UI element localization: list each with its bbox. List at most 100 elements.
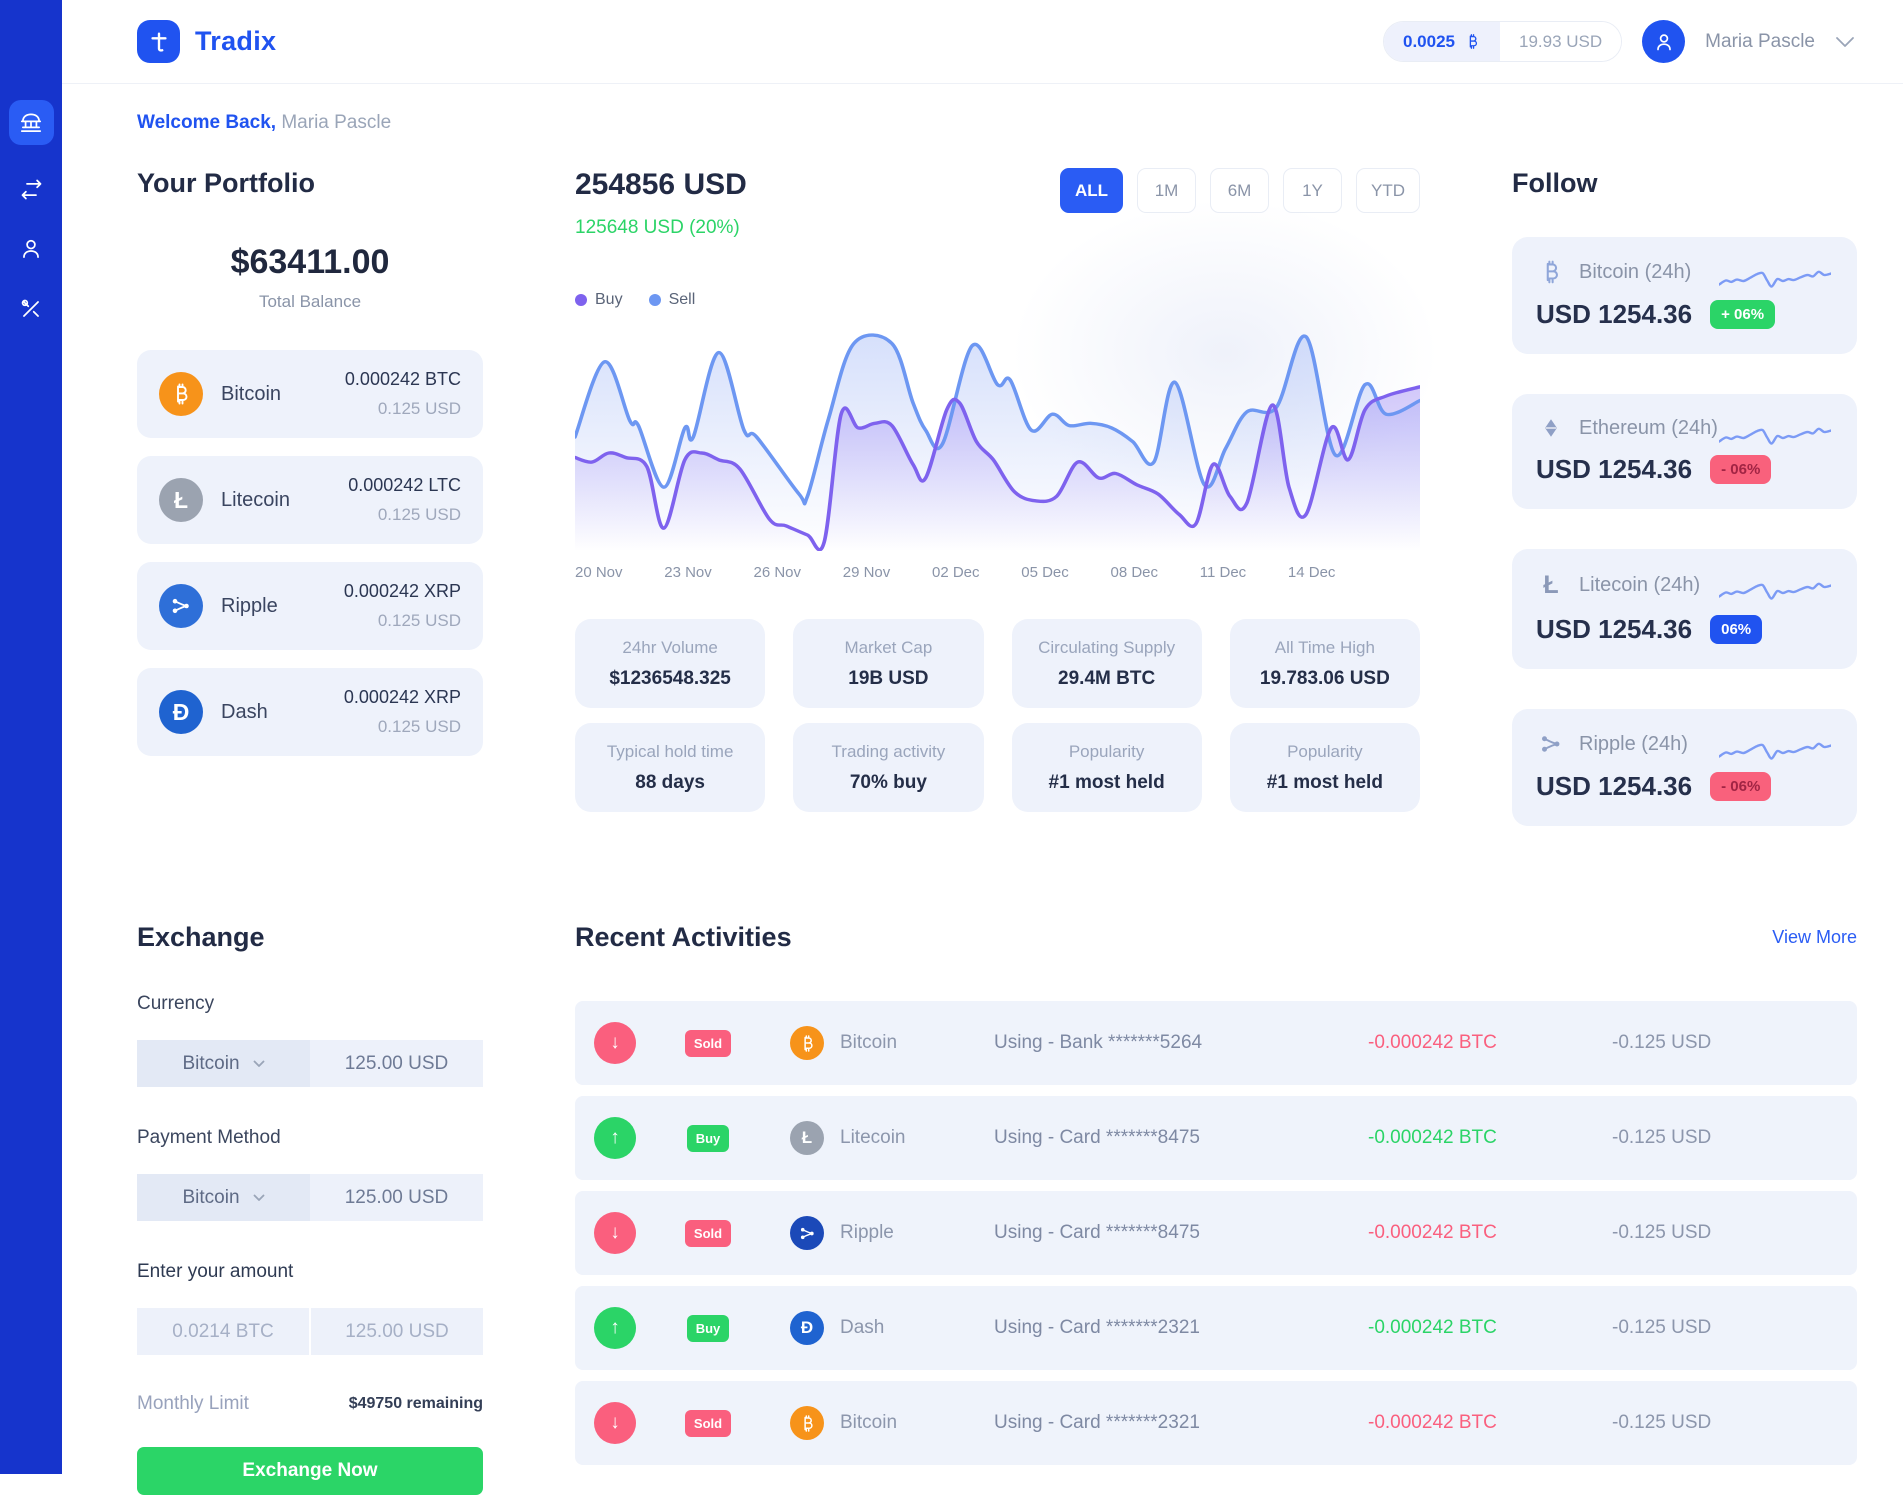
user-name[interactable]: Maria Pascle: [1705, 30, 1815, 52]
top-header: Tradix 0.0025 19.93 USD Maria Pascle: [62, 0, 1903, 84]
sidebar-item-exchange[interactable]: [9, 173, 54, 205]
x-tick: 26 Nov: [753, 564, 802, 581]
brand-logo[interactable]: Tradix: [137, 20, 276, 63]
recent-activities-section: Recent Activities View More ↓ Sold Bitco…: [575, 922, 1857, 1495]
activity-coin: Bitcoin: [790, 1406, 980, 1440]
currency-label: Currency: [137, 993, 215, 1014]
portfolio-item-bitcoin[interactable]: Bitcoin 0.000242 BTC 0.125 USD: [137, 350, 483, 438]
usd-amount: -0.125 USD: [1612, 1127, 1712, 1148]
activity-row[interactable]: ↓ Sold Bitcoin Using - Card *******2321 …: [575, 1381, 1857, 1465]
payment-method-select[interactable]: Bitcoin: [137, 1174, 310, 1221]
bitcoin-icon: [790, 1026, 824, 1060]
portfolio-item-litecoin[interactable]: Ł Litecoin 0.000242 LTC 0.125 USD: [137, 456, 483, 544]
bottom-section: Exchange Currency Bitcoin 125.00 USD Pay…: [137, 922, 1857, 1495]
payment-source: Using - Bank *******5264: [994, 1032, 1203, 1053]
x-tick: 02 Dec: [932, 564, 980, 581]
amount-crypto-input[interactable]: [137, 1308, 309, 1355]
exchange-title: Exchange: [137, 922, 265, 952]
coin-values: 0.000242 XRP 0.125 USD: [344, 581, 461, 631]
action-badge: Sold: [684, 1029, 732, 1057]
currency-amount: 125.00 USD: [310, 1040, 483, 1087]
legend-sell: Sell: [648, 291, 696, 309]
stat-popularity-2: Popularity #1 most held: [1229, 723, 1420, 812]
stat-value: 19B USD: [848, 667, 929, 689]
stat-label: 24hr Volume: [622, 637, 718, 657]
exchange-now-button[interactable]: Exchange Now: [137, 1447, 483, 1495]
btc-amount: -0.000242 BTC: [1368, 1317, 1497, 1338]
x-tick: 23 Nov: [664, 564, 712, 581]
stat-label: Popularity: [1068, 741, 1145, 761]
brand-name: Tradix: [195, 26, 277, 56]
coin-amount: 0.000242 XRP: [343, 581, 461, 601]
change-badge: - 06%: [1710, 772, 1772, 801]
follow-card-litecoin[interactable]: Ł Litecoin (24h) USD 1254.36 06%: [1512, 549, 1857, 669]
x-tick: 29 Nov: [842, 564, 891, 581]
dash-icon: Đ: [790, 1311, 824, 1345]
stat-value: $1236548.325: [609, 667, 731, 689]
activity-coin: Ripple: [790, 1216, 980, 1250]
rate-pill[interactable]: 0.0025 19.93 USD: [1383, 21, 1623, 62]
activity-row[interactable]: ↓ Sold Bitcoin Using - Bank *******5264 …: [575, 1001, 1857, 1085]
sidebar-item-profile[interactable]: [9, 233, 54, 265]
legend-sell-label: Sell: [668, 291, 696, 308]
btc-amount: -0.000242 BTC: [1368, 1127, 1497, 1148]
coin-values: 0.000242 XRP 0.125 USD: [344, 687, 461, 737]
user-avatar[interactable]: [1642, 20, 1686, 63]
activity-row[interactable]: ↑ Buy Ł Litecoin Using - Card *******847…: [575, 1096, 1857, 1180]
x-tick: 11 Dec: [1199, 564, 1247, 581]
action-badge: Sold: [684, 1409, 732, 1437]
filter-1y[interactable]: 1Y: [1283, 168, 1342, 213]
bitcoin-icon: [1536, 259, 1566, 285]
bank-icon: [18, 110, 44, 136]
ripple-icon: [790, 1216, 824, 1250]
payment-source: Using - Card *******8475: [994, 1222, 1200, 1243]
price-row: 254856 USD 125648 USD (20%) ALL 1M 6M 1Y…: [575, 168, 1420, 239]
view-more-link[interactable]: View More: [1772, 927, 1857, 947]
chart-x-axis: 20 Nov 23 Nov 26 Nov 29 Nov 02 Dec 05 De…: [575, 564, 1336, 581]
amount-fiat-input[interactable]: [311, 1308, 483, 1355]
sparkline-chart: [1719, 270, 1831, 288]
filter-all[interactable]: ALL: [1059, 168, 1123, 213]
monthly-limit-value: $49750 remaining: [348, 1395, 483, 1412]
stat-popularity-1: Popularity #1 most held: [1011, 723, 1202, 812]
currency-value: Bitcoin: [182, 1052, 240, 1074]
follow-price: USD 1254.36: [1536, 771, 1693, 801]
activity-row[interactable]: ↑ Buy Đ Dash Using - Card *******2321 -0…: [575, 1286, 1857, 1370]
welcome-message: Welcome Back, Maria Pascle: [137, 112, 1857, 134]
stat-label: Circulating Supply: [1038, 637, 1176, 657]
stat-value: #1 most held: [1266, 771, 1383, 793]
time-filters: ALL 1M 6M 1Y YTD: [1059, 168, 1420, 213]
crypto-rate: 0.0025: [1384, 22, 1500, 61]
portfolio-item-ripple[interactable]: Ripple 0.000242 XRP 0.125 USD: [137, 562, 483, 650]
stat-all-time-high: All Time High 19.783.06 USD: [1229, 619, 1420, 708]
x-tick: 05 Dec: [1021, 564, 1069, 581]
currency-select[interactable]: Bitcoin: [137, 1040, 310, 1087]
sidebar-item-dashboard[interactable]: [8, 100, 54, 145]
chevron-down-icon[interactable]: [1835, 36, 1855, 48]
portfolio-item-dash[interactable]: Đ Dash 0.000242 XRP 0.125 USD: [137, 668, 483, 756]
follow-card-bitcoin[interactable]: Bitcoin (24h) USD 1254.36 + 06%: [1512, 237, 1857, 354]
filter-1m[interactable]: 1M: [1137, 168, 1196, 213]
coin-usd: 0.125 USD: [377, 399, 461, 418]
follow-price: USD 1254.36: [1536, 454, 1693, 484]
activity-coin: Ł Litecoin: [790, 1121, 980, 1155]
coin-name: Litecoin: [840, 1127, 906, 1148]
litecoin-icon: Ł: [790, 1121, 824, 1155]
sidebar: [0, 0, 62, 1474]
amount-row: [137, 1308, 483, 1355]
ripple-icon: [1536, 731, 1566, 757]
stat-value: 19.783.06 USD: [1259, 667, 1390, 689]
activity-row[interactable]: ↓ Sold Ripple Using - Card *******8475 -…: [575, 1191, 1857, 1275]
activity-coin: Bitcoin: [790, 1026, 980, 1060]
usd-amount: -0.125 USD: [1612, 1317, 1712, 1338]
buy-line: [575, 385, 1420, 551]
activities-title: Recent Activities: [575, 922, 792, 952]
filter-ytd[interactable]: YTD: [1356, 168, 1420, 213]
usd-amount: -0.125 USD: [1612, 1032, 1712, 1053]
activity-coin: Đ Dash: [790, 1311, 980, 1345]
follow-card-ripple[interactable]: Ripple (24h) USD 1254.36 - 06%: [1512, 709, 1857, 826]
sell-dot-icon: [648, 294, 661, 306]
filter-6m[interactable]: 6M: [1210, 168, 1269, 213]
sidebar-item-tools[interactable]: [9, 293, 54, 325]
follow-card-ethereum[interactable]: Ethereum (24h) USD 1254.36 - 06%: [1512, 394, 1857, 509]
